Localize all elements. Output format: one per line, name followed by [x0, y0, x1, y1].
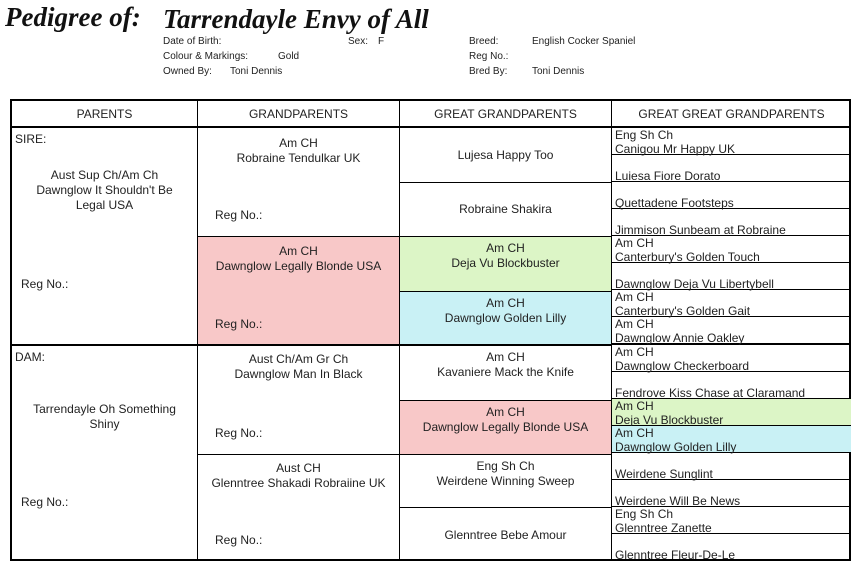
great-great-grandparent-row: Glenntree Fleur-De-Le [612, 534, 851, 561]
great-great-grandparent-name: Dawnglow Golden Lilly [615, 440, 737, 454]
great-great-grandparent-title: Am CH [615, 345, 654, 359]
great-great-grandparent-row: Jimmison Sunbeam at Robraine [612, 209, 851, 237]
breed-label: Breed: [469, 36, 499, 47]
great-grandparent-name: Lujesa Happy Too [457, 148, 554, 162]
great-great-grandparents-column: Eng Sh Ch Canigou Mr Happy UK Luiesa Fiore… [612, 128, 851, 561]
column-header-great-grandparents: GREAT GRANDPARENTS [400, 101, 612, 128]
grandparent-cell: Aust Ch/Am Gr Ch Dawnglow Man In Black R… [198, 346, 400, 455]
bred-value: Toni Dennis [532, 66, 585, 77]
great-grandparent-cell: Robraine Shakira [400, 183, 612, 237]
great-great-grandparent-name: Dawnglow Deja Vu Libertybell [615, 277, 774, 291]
grandparent-cell: Aust CH Glenntree Shakadi Robraiine UK R… [198, 455, 400, 561]
bred-label: Bred By: [469, 66, 508, 77]
great-great-grandparent-row: Am CH Canterbury's Golden Gait [612, 290, 851, 318]
great-great-grandparent-name: Canigou Mr Happy UK [615, 142, 736, 156]
great-grandparent-cell: Am CH Dawnglow Golden Lilly [400, 292, 612, 346]
great-great-grandparent-title: Eng Sh Ch [615, 507, 674, 521]
grandparent-name: Am CH Dawnglow Legally Blonde USA [215, 244, 382, 273]
great-great-grandparent-title: Am CH [615, 317, 654, 331]
great-great-grandparent-name: Canterbury's Golden Gait [615, 304, 751, 318]
great-great-grandparent-row: Fendrove Kiss Chase at Claramand [612, 372, 851, 400]
great-great-grandparent-row: Am CH Dawnglow Annie Oakley [612, 317, 851, 345]
great-grandparent-name: Am CH Dawnglow Golden Lilly [444, 296, 567, 325]
great-great-grandparent-row: Am CH Dawnglow Golden Lilly [612, 426, 851, 454]
great-great-grandparent-row: Quettadene Footsteps [612, 182, 851, 210]
dam-name: Tarrendayle Oh Something Shiny [33, 402, 176, 431]
great-great-grandparent-row: Eng Sh Ch Canigou Mr Happy UK [612, 128, 851, 156]
great-great-grandparent-row: Weirdene Sunglint [612, 453, 851, 481]
column-header-grandparents: GRANDPARENTS [198, 101, 400, 128]
sire-reg-label: Reg No.: [21, 277, 69, 291]
grandparent-reg-label: Reg No.: [215, 533, 263, 547]
grandparent-cell: Am CH Dawnglow Legally Blonde USA Reg No… [198, 237, 400, 346]
grandparent-name: Aust CH Glenntree Shakadi Robraiine UK [211, 461, 386, 490]
breed-value: English Cocker Spaniel [532, 36, 636, 47]
great-great-grandparent-row: Eng Sh Ch Glenntree Zanette [612, 507, 851, 535]
great-great-grandparent-name: Glenntree Fleur-De-Le [615, 548, 736, 561]
great-great-grandparent-name: Jimmison Sunbeam at Robraine [615, 223, 786, 237]
great-great-grandparent-name: Canterbury's Golden Touch [615, 250, 760, 264]
great-great-grandparent-name: Glenntree Zanette [615, 521, 712, 535]
grandparent-name: Am CH Robraine Tendulkar UK [236, 136, 361, 165]
grandparent-reg-label: Reg No.: [215, 426, 263, 440]
owned-label: Owned By: [163, 66, 212, 77]
great-grandparent-cell: Am CH Kavaniere Mack the Knife [400, 346, 612, 401]
dog-name: Tarrendayle Envy of All [163, 4, 429, 34]
column-header-parents: PARENTS [12, 101, 198, 128]
regno-label: Reg No.: [469, 51, 509, 62]
owned-value: Toni Dennis [230, 66, 283, 77]
pedigree-table: PARENTS GRANDPARENTS GREAT GRANDPARENTS … [10, 99, 851, 561]
great-great-grandparent-row: Am CH Canterbury's Golden Touch [612, 236, 851, 264]
great-grandparent-name: Am CH Deja Vu Blockbuster [451, 241, 560, 270]
great-grandparent-cell: Eng Sh Ch Weirdene Winning Sweep [400, 455, 612, 508]
great-great-grandparent-title: Am CH [615, 290, 654, 304]
great-great-grandparent-name: Fendrove Kiss Chase at Claramand [615, 386, 806, 400]
great-great-grandparent-row: Am CH Dawnglow Checkerboard [612, 345, 851, 373]
great-great-grandparent-title: Eng Sh Ch [615, 128, 674, 142]
great-great-grandparent-row: Am CH Deja Vu Blockbuster [612, 399, 851, 427]
grandparent-cell: Am CH Robraine Tendulkar UK Reg No.: [198, 128, 400, 237]
great-great-grandparent-name: Deja Vu Blockbuster [615, 413, 724, 427]
great-great-grandparent-name: Dawnglow Annie Oakley [615, 331, 745, 345]
great-great-grandparent-name: Luiesa Fiore Dorato [615, 169, 721, 183]
pedigree-label: Pedigree of: [5, 2, 141, 32]
great-grandparent-cell: Lujesa Happy Too [400, 128, 612, 183]
great-great-grandparent-title: Am CH [615, 236, 654, 250]
great-great-grandparent-title: Am CH [615, 426, 654, 440]
dam-reg-label: Reg No.: [21, 495, 69, 509]
grandparent-name: Aust Ch/Am Gr Ch Dawnglow Man In Black [234, 352, 363, 381]
colour-value: Gold [278, 51, 300, 62]
great-great-grandparent-name: Weirdene Sunglint [615, 467, 713, 481]
sex-value: F [378, 36, 385, 47]
great-grandparent-name: Eng Sh Ch Weirdene Winning Sweep [436, 459, 575, 488]
great-grandparent-name: Am CH Kavaniere Mack the Knife [437, 350, 574, 379]
sex-label: Sex: [348, 36, 369, 47]
dam-cell: DAM: Tarrendayle Oh Something Shiny Reg … [12, 346, 198, 561]
sire-name: Aust Sup Ch/Am Ch Dawnglow It Shouldn't … [36, 168, 173, 212]
great-great-grandparent-name: Quettadene Footsteps [615, 196, 734, 210]
grandparent-reg-label: Reg No.: [215, 208, 263, 222]
great-great-grandparent-name: Weirdene Will Be News [615, 494, 741, 508]
great-grandparent-name: Am CH Dawnglow Legally Blonde USA [422, 405, 589, 434]
dam-label: DAM: [15, 350, 45, 364]
sire-label: SIRE: [15, 132, 47, 146]
great-great-grandparent-row: Dawnglow Deja Vu Libertybell [612, 263, 851, 291]
great-grandparent-cell: Am CH Dawnglow Legally Blonde USA [400, 401, 612, 455]
great-grandparent-cell: Am CH Deja Vu Blockbuster [400, 237, 612, 292]
great-great-grandparent-title: Am CH [615, 399, 654, 413]
dob-label: Date of Birth: [163, 36, 222, 47]
great-great-grandparent-name: Dawnglow Checkerboard [615, 359, 750, 373]
great-grandparent-name: Robraine Shakira [459, 202, 552, 216]
great-grandparent-name: Glenntree Bebe Amour [444, 528, 567, 542]
great-great-grandparent-row: Luiesa Fiore Dorato [612, 155, 851, 183]
great-grandparent-cell: Glenntree Bebe Amour [400, 508, 612, 561]
column-header-great-great-grandparents: GREAT GREAT GRANDPARENTS [612, 101, 851, 128]
grandparent-reg-label: Reg No.: [215, 317, 263, 331]
sire-cell: SIRE: Aust Sup Ch/Am Ch Dawnglow It Shou… [12, 128, 198, 346]
colour-label: Colour & Markings: [163, 51, 249, 62]
great-great-grandparent-row: Weirdene Will Be News [612, 480, 851, 508]
